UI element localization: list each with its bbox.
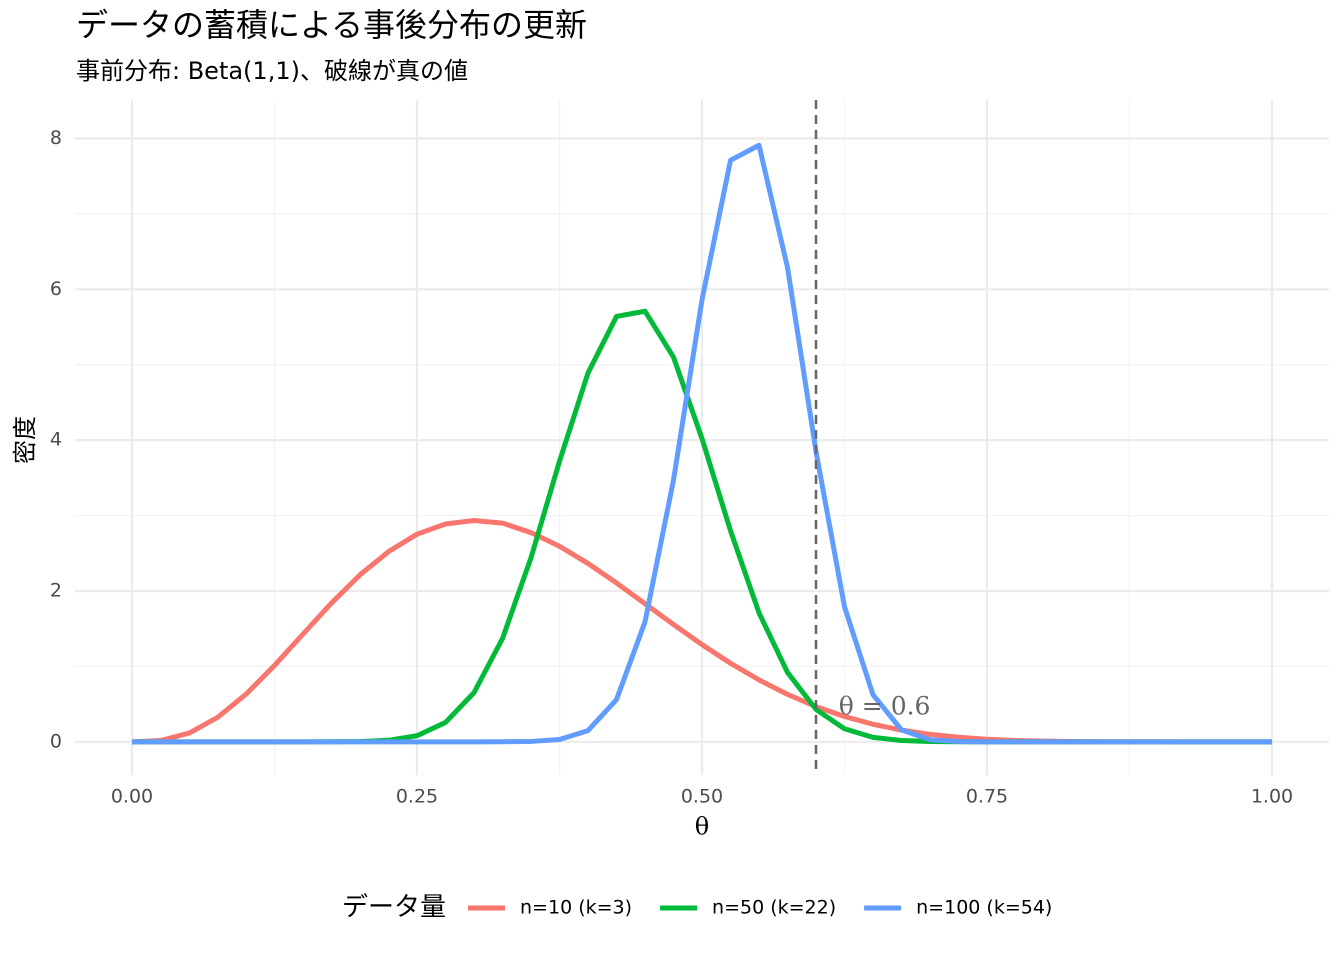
legend-label: n=100 (k=54)	[916, 897, 1052, 919]
y-tick-label: 6	[50, 278, 62, 300]
y-tick-label: 4	[50, 429, 62, 451]
x-tick-label: 0.50	[681, 786, 723, 808]
x-tick-label: 0.25	[396, 786, 438, 808]
chart-title: データの蓄積による事後分布の更新	[76, 6, 587, 44]
y-tick-label: 8	[50, 127, 62, 149]
y-tick-label: 0	[50, 730, 62, 752]
x-tick-label: 0.00	[111, 786, 153, 808]
legend: データ量 n=10 (k=3) n=50 (k=22) n=100 (k=54)	[342, 893, 1052, 923]
line	[132, 142, 1272, 745]
legend-title: データ量	[342, 893, 446, 923]
y-tick-label: 2	[50, 579, 62, 601]
legend-label: n=10 (k=3)	[520, 897, 632, 919]
chart-subtitle: 事前分布: Beta(1,1)、破線が真の値	[76, 57, 468, 85]
annotation: θ = 0.6	[839, 691, 931, 720]
x-tick-label: 1.00	[1251, 786, 1293, 808]
x-axis-label: θ	[695, 813, 709, 841]
x-tick-label: 0.75	[966, 786, 1008, 808]
legend-label: n=50 (k=22)	[712, 897, 836, 919]
y-axis-label: 密度	[11, 416, 39, 464]
